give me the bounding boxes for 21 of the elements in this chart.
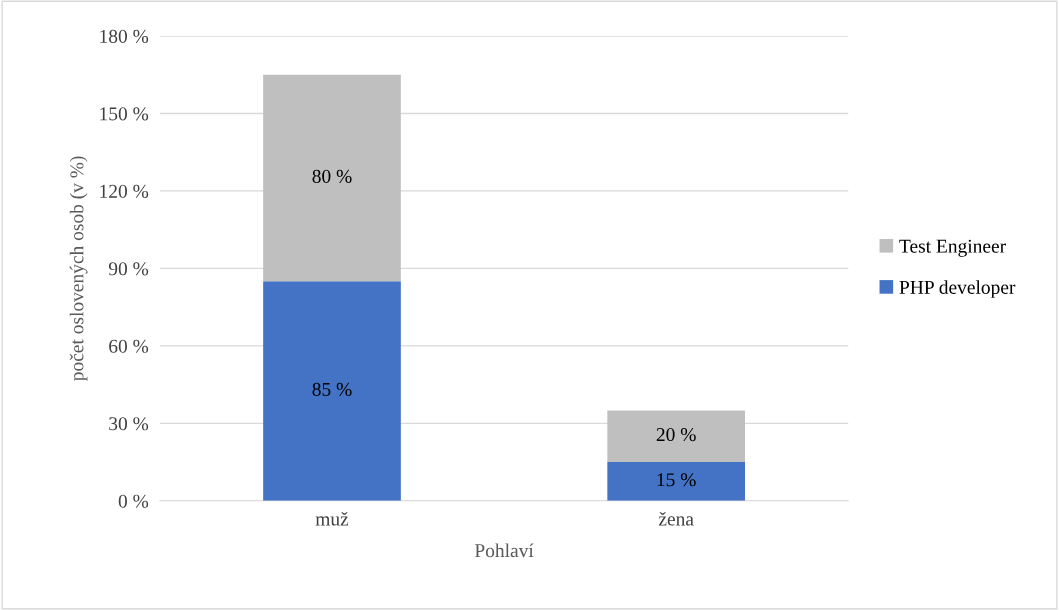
legend-label: PHP developer: [899, 280, 1016, 298]
data-label: 15 %: [657, 473, 696, 487]
y-tick-label: 30 %: [109, 417, 149, 431]
x-tick-label: žena: [658, 511, 694, 526]
y-tick-label: 90 %: [108, 262, 149, 276]
y-tick-label: 0 %: [118, 494, 149, 508]
data-label: 80 %: [312, 169, 352, 183]
legend-label: Test Engineer: [899, 239, 1006, 257]
y-tick-label: 60 %: [109, 339, 149, 353]
bar: [607, 410, 746, 463]
y-tick-label: 180 %: [100, 29, 149, 43]
data-label: 20 %: [656, 428, 696, 442]
y-tick-label: 150 %: [100, 107, 149, 121]
x-tick-label: muž: [315, 511, 349, 526]
bar: [607, 462, 746, 501]
bar: [263, 74, 401, 282]
data-label: 85 %: [312, 382, 352, 396]
bar: [263, 281, 401, 501]
y-tick-label: 120 %: [100, 184, 149, 198]
y-axis-title: počet oslovených osob (v %): [69, 156, 88, 381]
x-axis-title: Pohlaví: [474, 543, 534, 558]
